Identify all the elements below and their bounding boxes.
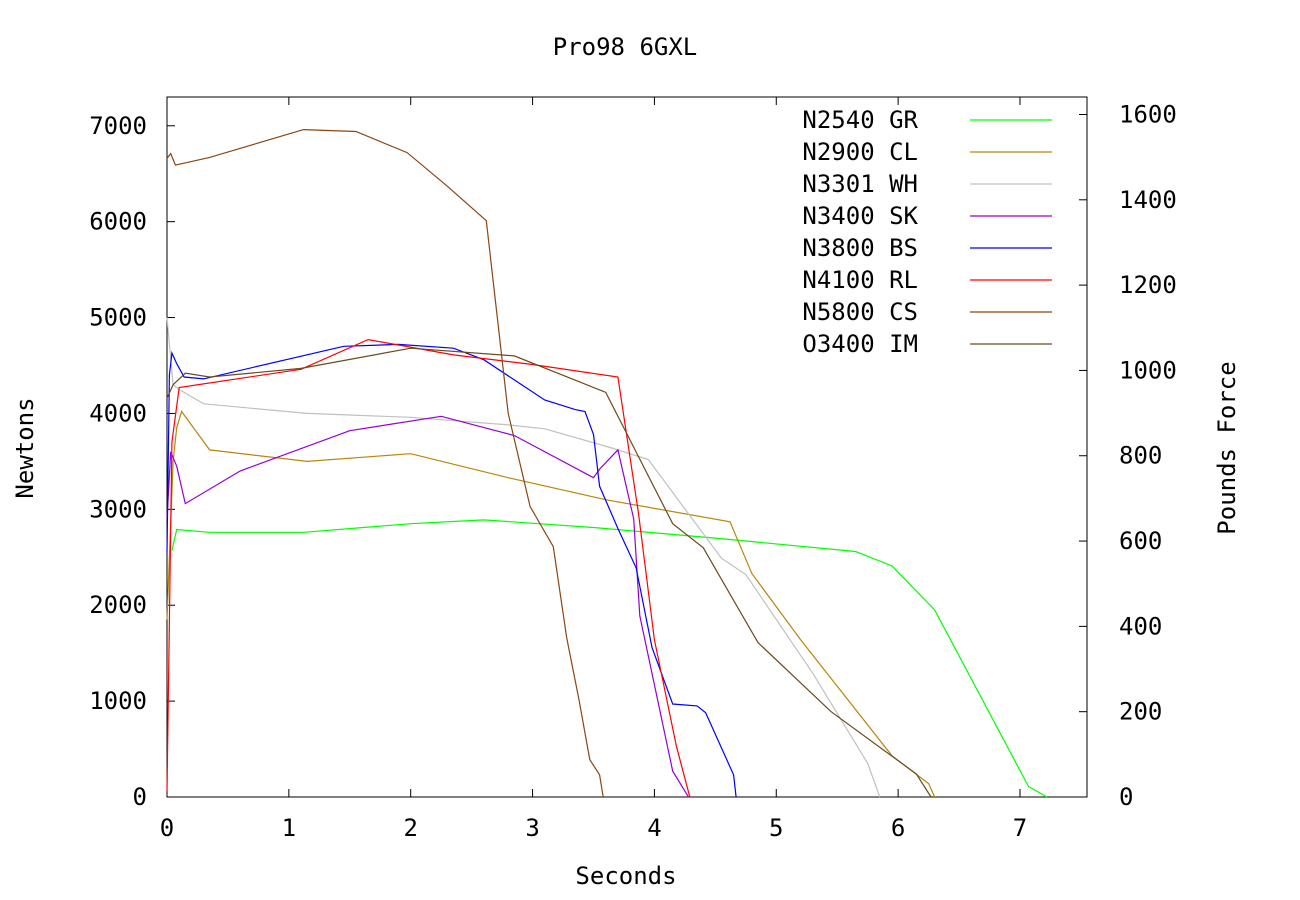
legend-label-n2900-cl: N2900 CL (802, 138, 918, 166)
x-tick-label: 1 (282, 814, 296, 842)
legend-label-n3400-sk: N3400 SK (802, 202, 918, 230)
y2-tick-label: 1000 (1119, 356, 1177, 384)
series-line-n2900-cl (166, 410, 936, 798)
y2-tick-label: 400 (1119, 612, 1162, 640)
legend: N2540 GR N2900 CL N3301 WH N3400 SK N3800 BS… (802, 106, 1052, 358)
series-line-n5800-cs (166, 128, 604, 798)
y2-tick-label: 0 (1119, 783, 1133, 811)
series-line-n2540-gr (171, 519, 1048, 798)
series-line-n4100-rl (166, 338, 691, 798)
y2-tick-label: 1600 (1119, 100, 1177, 128)
legend-label-n3800-bs: N3800 BS (802, 234, 918, 262)
y2-tick-label: 1400 (1119, 186, 1177, 214)
y-tick-label: 7000 (89, 112, 147, 140)
x-tick-label: 7 (1013, 814, 1027, 842)
y-tick-label: 3000 (89, 495, 147, 523)
y2-tick-label: 600 (1119, 527, 1162, 555)
x-tick-label: 5 (769, 814, 783, 842)
x-tick-label: 2 (403, 814, 417, 842)
y-tick-label: 4000 (89, 399, 147, 427)
series-line-o3400-im (166, 347, 932, 798)
x-axis-label: Seconds (575, 862, 676, 890)
y-tick-label: 2000 (89, 591, 147, 619)
plot-area-border (166, 96, 1088, 798)
x-tick-label: 6 (891, 814, 905, 842)
y-axis-left: 0 1000 2000 3000 4000 5000 6000 7000 (89, 112, 175, 811)
y-axis-label: Newtons (11, 397, 39, 498)
x-tick-label: 0 (160, 814, 174, 842)
series-layer (166, 128, 1048, 798)
legend-label-n2540-gr: N2540 GR (802, 106, 918, 134)
x-tick-label: 4 (647, 814, 661, 842)
x-axis: 0 1 2 3 4 5 6 7 (160, 97, 1027, 842)
y-tick-label: 5000 (89, 304, 147, 332)
y2-axis-label: Pounds Force (1213, 361, 1241, 534)
y2-tick-label: 1200 (1119, 271, 1177, 299)
series-line-n3800-bs (166, 343, 737, 798)
legend-label-n3301-wh: N3301 WH (802, 170, 918, 198)
series-line-n3301-wh (166, 317, 881, 798)
chart-title: Pro98 6GXL (553, 33, 698, 61)
legend-label-n5800-cs: N5800 CS (802, 298, 918, 326)
y-tick-label: 6000 (89, 208, 147, 236)
legend-label-n4100-rl: N4100 RL (802, 266, 918, 294)
series-line-n3400-sk (166, 415, 690, 798)
y-tick-label: 0 (133, 783, 147, 811)
x-tick-label: 3 (525, 814, 539, 842)
y-axis-right: 0 200 400 600 800 1000 1200 1400 1600 (1079, 100, 1177, 811)
y2-tick-label: 200 (1119, 698, 1162, 726)
y2-tick-label: 800 (1119, 442, 1162, 470)
legend-label-o3400-im: O3400 IM (802, 330, 918, 358)
y-tick-label: 1000 (89, 687, 147, 715)
